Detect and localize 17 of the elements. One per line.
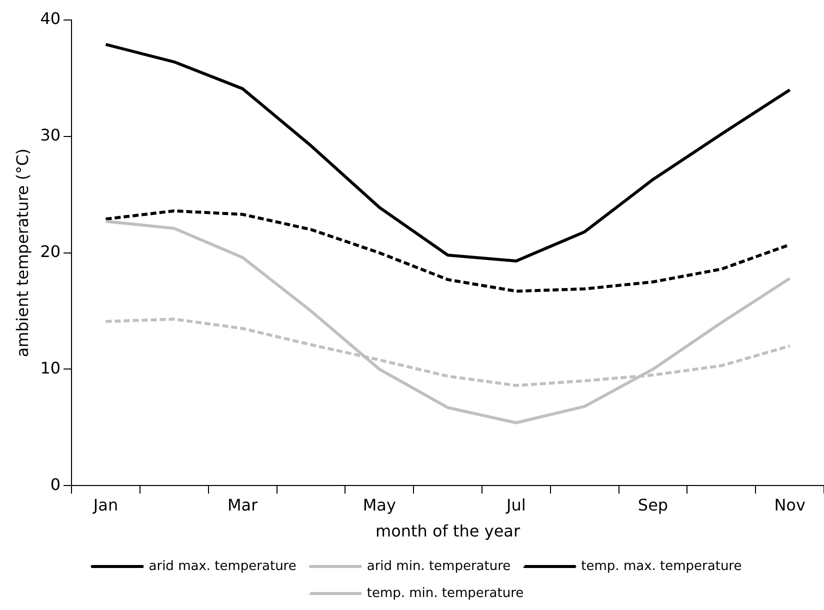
- x-tick-label: Jul: [506, 495, 526, 514]
- y-tick-label: 0: [50, 474, 61, 494]
- x-tick-label: Nov: [774, 495, 806, 514]
- y-tick-label: 20: [40, 242, 61, 261]
- legend-label: temp. max. temperature: [581, 558, 742, 574]
- legend-label: temp. min. temperature: [366, 586, 524, 601]
- legend-label: arid min. temperature: [366, 558, 511, 574]
- x-axis-title: month of the year: [376, 522, 520, 541]
- x-tick-label: Jan: [92, 495, 118, 514]
- x-tick-label: May: [362, 495, 396, 514]
- x-tick-label: Sep: [638, 495, 668, 514]
- y-tick-label: 10: [40, 358, 61, 378]
- y-tick-label: 40: [40, 9, 61, 28]
- y-axis-title: ambient temperature (°C): [12, 148, 32, 358]
- legend-label: arid max. temperature: [148, 558, 296, 574]
- y-tick-label: 30: [40, 126, 61, 145]
- x-tick-label: Mar: [227, 495, 258, 514]
